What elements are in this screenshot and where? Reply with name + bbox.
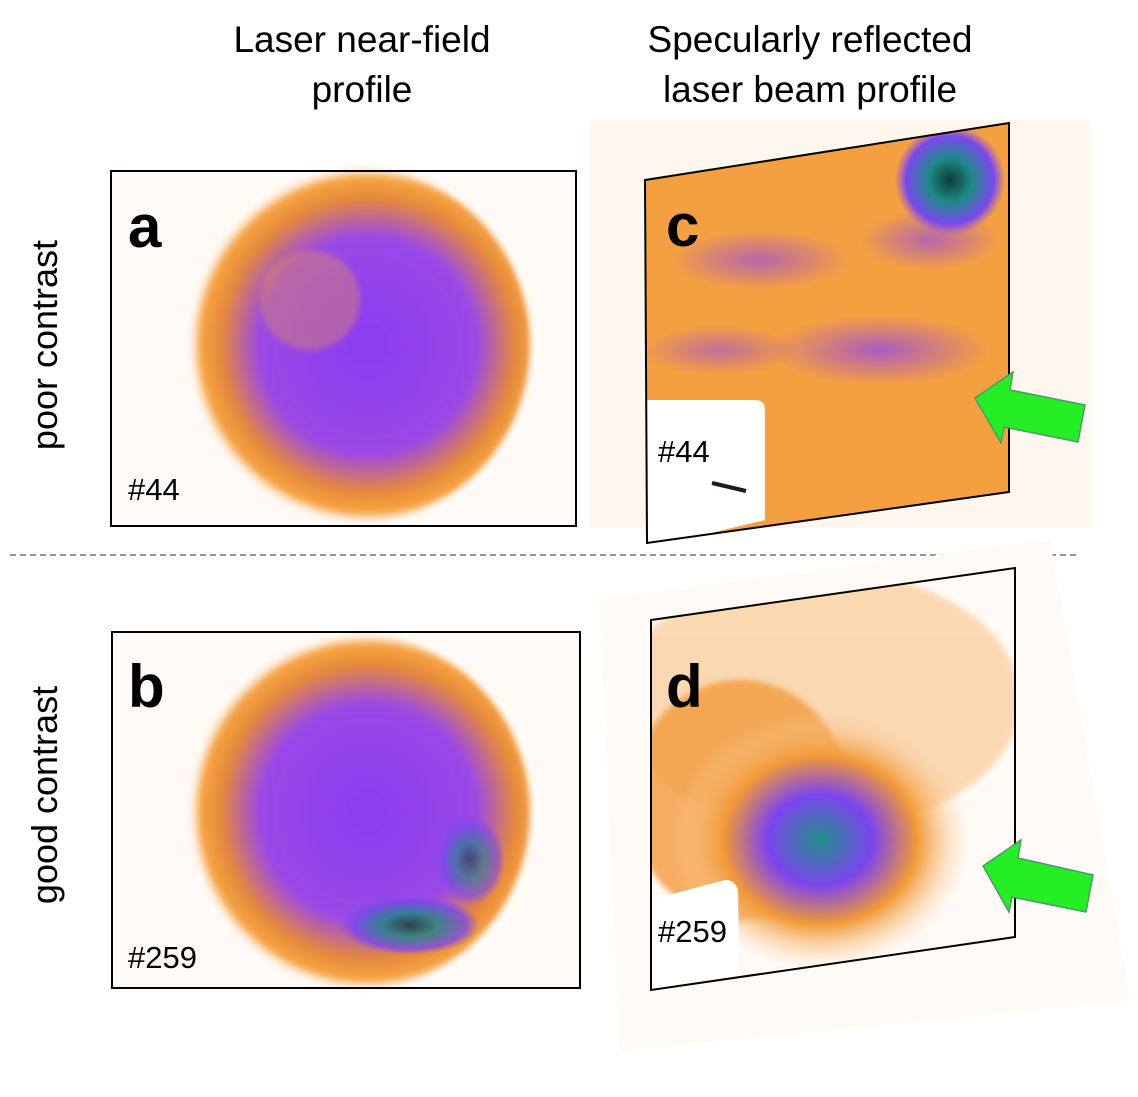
shot-number: #259 xyxy=(658,914,727,949)
panel-c-image xyxy=(645,123,1009,543)
panel-d-image xyxy=(651,568,1015,990)
column-title: Specularly reflected xyxy=(648,19,973,60)
column-title: laser beam profile xyxy=(663,69,957,110)
arrow xyxy=(982,838,1094,915)
panel-frame xyxy=(111,631,581,989)
shot-number: #44 xyxy=(658,434,710,469)
panel-b-image xyxy=(112,632,580,992)
panel-frame xyxy=(110,170,577,527)
column-title: Laser near-field xyxy=(233,19,490,60)
panel-letter: d xyxy=(666,653,703,720)
panel-frame xyxy=(643,121,1010,545)
arrow xyxy=(974,370,1086,446)
panel-letter: b xyxy=(128,653,165,720)
shot-number: #259 xyxy=(128,940,197,975)
row-label: good contrast xyxy=(24,686,65,904)
row-label: poor contrast xyxy=(24,240,65,450)
column-title: profile xyxy=(312,69,413,110)
shot-number: #44 xyxy=(128,472,180,507)
panel-frame xyxy=(650,566,1016,992)
panel-a-image xyxy=(111,165,576,526)
panel-letter: c xyxy=(666,192,699,259)
panel-letter: a xyxy=(128,193,162,260)
